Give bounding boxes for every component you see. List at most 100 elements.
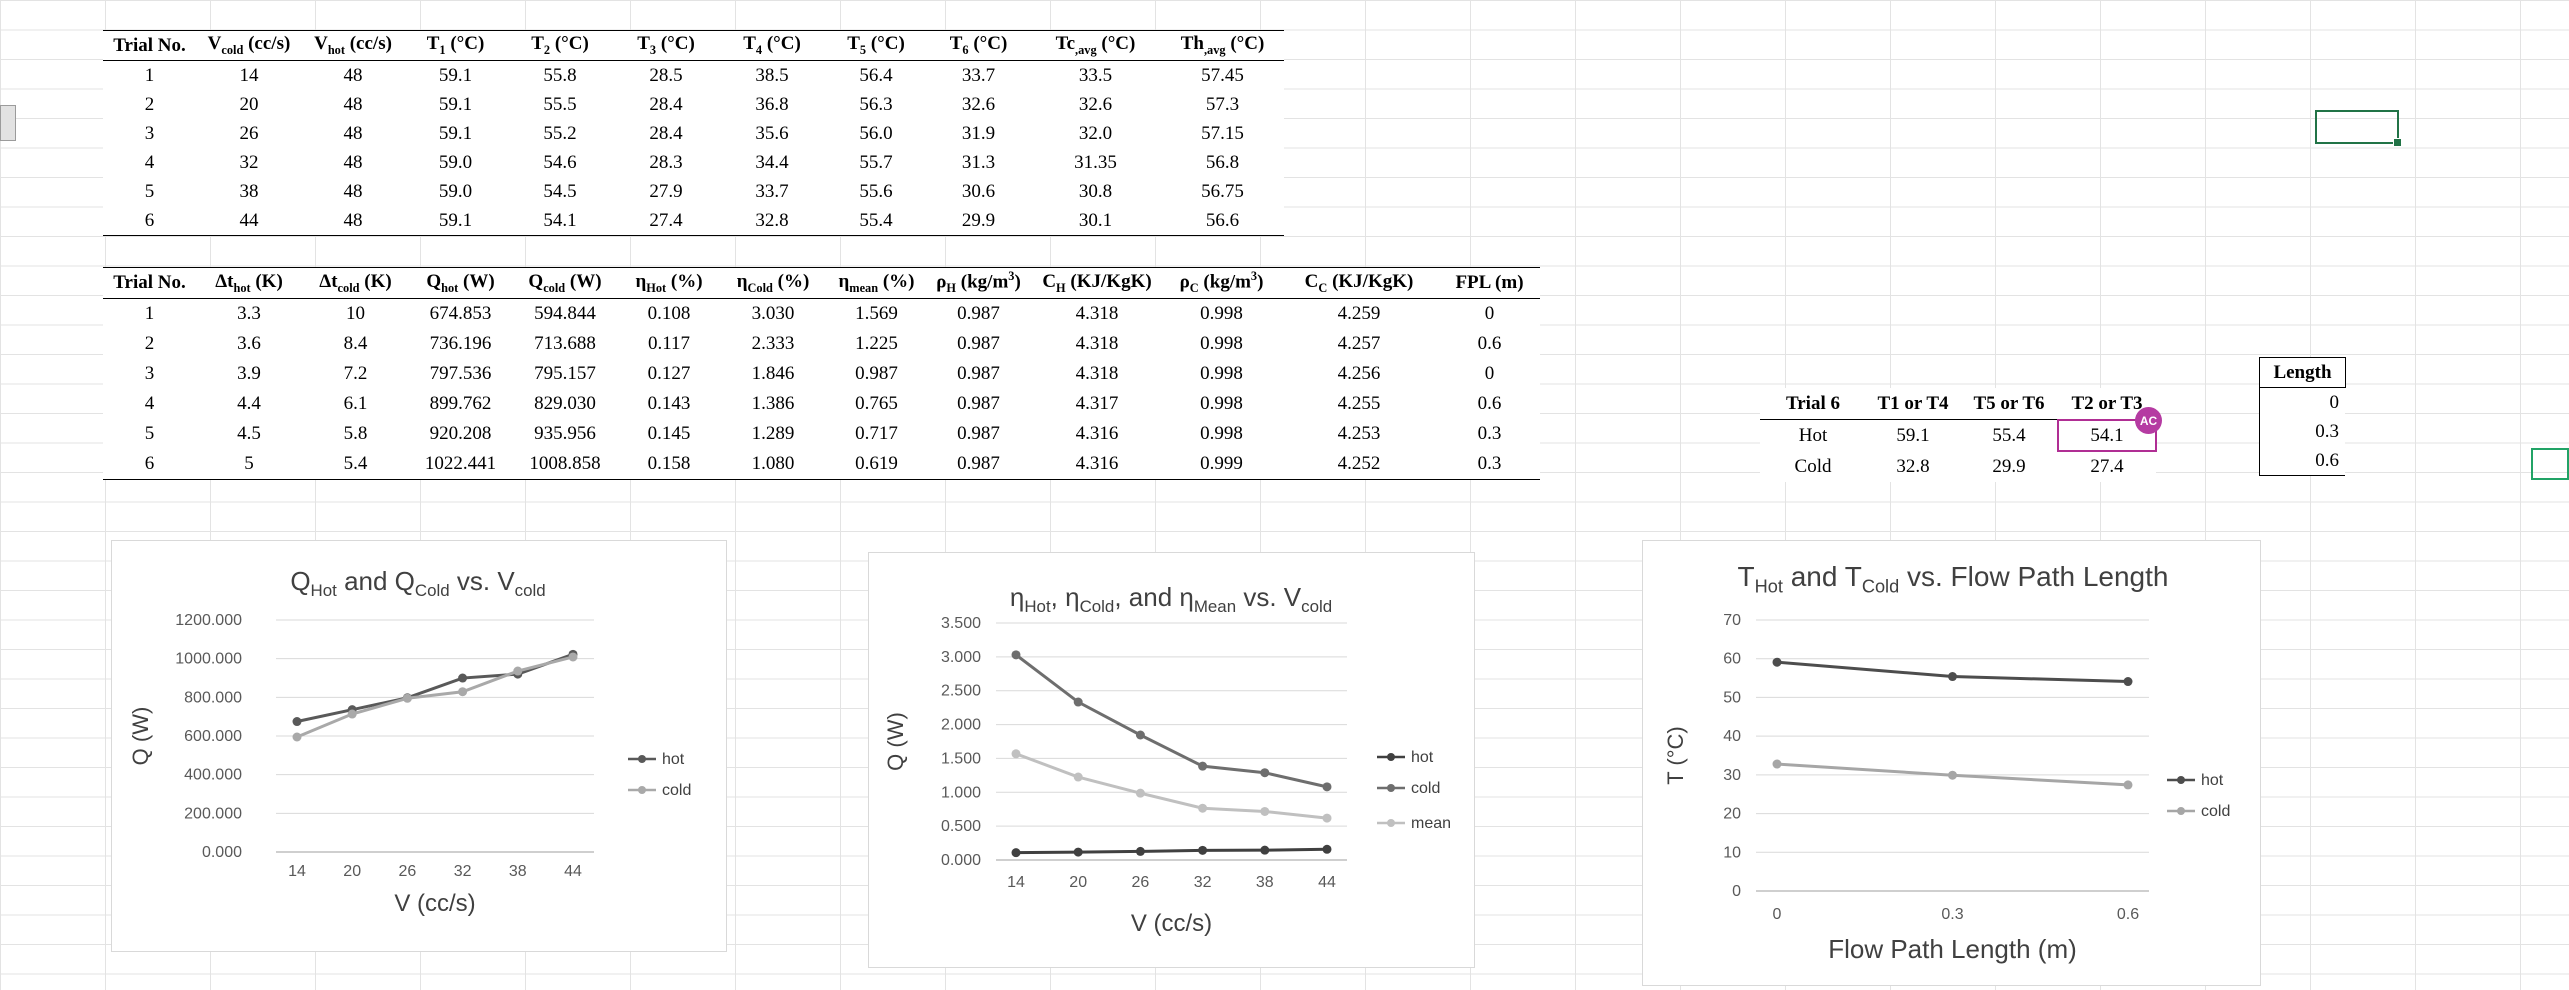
- cell[interactable]: 0.3: [1439, 449, 1540, 480]
- series-line-hot[interactable]: [1015, 847, 1328, 855]
- cell[interactable]: 0.998: [1200, 393, 1243, 414]
- cell[interactable]: 56.6: [1161, 206, 1284, 236]
- cell[interactable]: 31.9: [961, 122, 996, 144]
- series-line-cold[interactable]: [1015, 653, 1328, 789]
- cell[interactable]: 3.030: [751, 303, 795, 324]
- legend-label[interactable]: cold: [2201, 803, 2230, 820]
- cell[interactable]: 0: [1484, 303, 1495, 324]
- cell[interactable]: 29.9: [927, 206, 1030, 236]
- series-line-hot[interactable]: [296, 652, 574, 723]
- cell[interactable]: 4.259: [1337, 303, 1381, 324]
- cell[interactable]: 38: [239, 180, 259, 202]
- cell[interactable]: 0.108: [647, 303, 691, 324]
- cell[interactable]: 0.145: [647, 423, 691, 444]
- data-point[interactable]: [1073, 847, 1083, 857]
- data-point[interactable]: [1011, 848, 1021, 858]
- cell[interactable]: 54.1: [507, 206, 613, 236]
- cell[interactable]: 35.6: [755, 122, 789, 144]
- cell[interactable]: 28.4: [649, 122, 683, 144]
- cell[interactable]: 56.4: [859, 64, 893, 86]
- cell[interactable]: 4.4: [237, 393, 261, 414]
- cell[interactable]: 6.1: [343, 393, 368, 414]
- cell[interactable]: 4: [144, 151, 155, 173]
- cell[interactable]: 31.35: [1074, 151, 1117, 173]
- cell[interactable]: 0.6: [1477, 393, 1502, 414]
- cell[interactable]: 935.956: [534, 423, 596, 444]
- cell[interactable]: 795.157: [534, 363, 596, 384]
- cell[interactable]: 32.6: [1078, 93, 1113, 115]
- cell[interactable]: 4.318: [1075, 303, 1119, 324]
- cell[interactable]: 32: [239, 151, 259, 173]
- legend-label[interactable]: cold: [1411, 780, 1440, 797]
- cell[interactable]: Cold: [1794, 455, 1832, 477]
- data-point[interactable]: [458, 687, 468, 697]
- cell[interactable]: 59.0: [438, 180, 473, 202]
- cell[interactable]: 1022.441: [409, 449, 512, 480]
- cell[interactable]: 20: [239, 93, 259, 115]
- cell[interactable]: 56.75: [1201, 180, 1244, 202]
- cell[interactable]: 48: [343, 151, 363, 173]
- cell[interactable]: 0: [2329, 392, 2340, 413]
- cell[interactable]: 920.208: [429, 423, 492, 444]
- cell[interactable]: 54.6: [543, 151, 577, 173]
- data-point[interactable]: [1322, 782, 1332, 792]
- cell[interactable]: 3.6: [237, 333, 261, 354]
- data-point[interactable]: [1135, 788, 1145, 798]
- cell[interactable]: 32.8: [719, 206, 825, 236]
- cell[interactable]: 1.225: [855, 333, 898, 354]
- cell[interactable]: 56.3: [859, 93, 893, 115]
- cell[interactable]: 829.030: [534, 393, 596, 414]
- cell[interactable]: 5.8: [343, 423, 368, 444]
- cell[interactable]: 8.4: [343, 333, 368, 354]
- data-point[interactable]: [402, 693, 412, 703]
- cell[interactable]: 44: [196, 206, 302, 236]
- data-point[interactable]: [1073, 772, 1083, 782]
- cell[interactable]: 7.2: [343, 363, 368, 384]
- data-point[interactable]: [1011, 749, 1021, 759]
- data-point[interactable]: [1135, 846, 1145, 856]
- cell[interactable]: 33.7: [961, 64, 996, 86]
- cell[interactable]: 59.0: [438, 151, 473, 173]
- cell[interactable]: 2: [144, 93, 155, 115]
- cell[interactable]: 0.765: [855, 393, 898, 414]
- legend-label[interactable]: hot: [662, 751, 685, 768]
- series-line-mean[interactable]: [1015, 752, 1328, 820]
- cell[interactable]: 56.8: [1205, 151, 1240, 173]
- cell[interactable]: 0.987: [855, 363, 898, 384]
- cell[interactable]: 30.8: [1078, 180, 1113, 202]
- cell[interactable]: 3.9: [237, 363, 261, 384]
- cell[interactable]: 797.536: [429, 363, 492, 384]
- cell[interactable]: 28.5: [649, 64, 683, 86]
- data-point[interactable]: [513, 666, 523, 676]
- cell[interactable]: 0: [1484, 363, 1495, 384]
- cell[interactable]: 29.9: [1992, 455, 2026, 477]
- cell[interactable]: 31.3: [961, 151, 996, 173]
- cell[interactable]: 0.998: [1200, 363, 1243, 384]
- chart-eta-vs-v[interactable]: ηHot, ηCold, and ηMean vs. Vcold 0.000 0.5…: [868, 552, 1475, 968]
- cell[interactable]: 0.6: [1477, 333, 1502, 354]
- cell[interactable]: 33.7: [755, 180, 789, 202]
- cell[interactable]: 4.256: [1337, 363, 1381, 384]
- cell[interactable]: 1.386: [751, 393, 795, 414]
- data-point[interactable]: [1198, 845, 1208, 855]
- data-point[interactable]: [1260, 768, 1270, 778]
- data-point[interactable]: [292, 717, 302, 727]
- cell[interactable]: 55.5: [543, 93, 577, 115]
- cell[interactable]: 594.844: [534, 303, 596, 324]
- cell[interactable]: 55.2: [543, 122, 577, 144]
- cell[interactable]: 48: [343, 180, 363, 202]
- cell[interactable]: 48: [343, 64, 363, 86]
- data-point[interactable]: [1772, 759, 1782, 769]
- cell[interactable]: 1.846: [751, 363, 795, 384]
- cell[interactable]: 36.8: [755, 93, 789, 115]
- cell[interactable]: 5: [196, 449, 302, 480]
- cell[interactable]: 1008.858: [512, 449, 618, 480]
- cell[interactable]: 57.45: [1201, 64, 1244, 86]
- cell[interactable]: 4.316: [1030, 449, 1164, 480]
- data-point[interactable]: [1322, 844, 1332, 854]
- cell[interactable]: 4.5: [237, 423, 261, 444]
- cell[interactable]: 59.1: [404, 206, 507, 236]
- active-cell[interactable]: [2315, 110, 2402, 147]
- legend-label[interactable]: hot: [1411, 749, 1434, 766]
- cell[interactable]: 0.998: [1200, 333, 1243, 354]
